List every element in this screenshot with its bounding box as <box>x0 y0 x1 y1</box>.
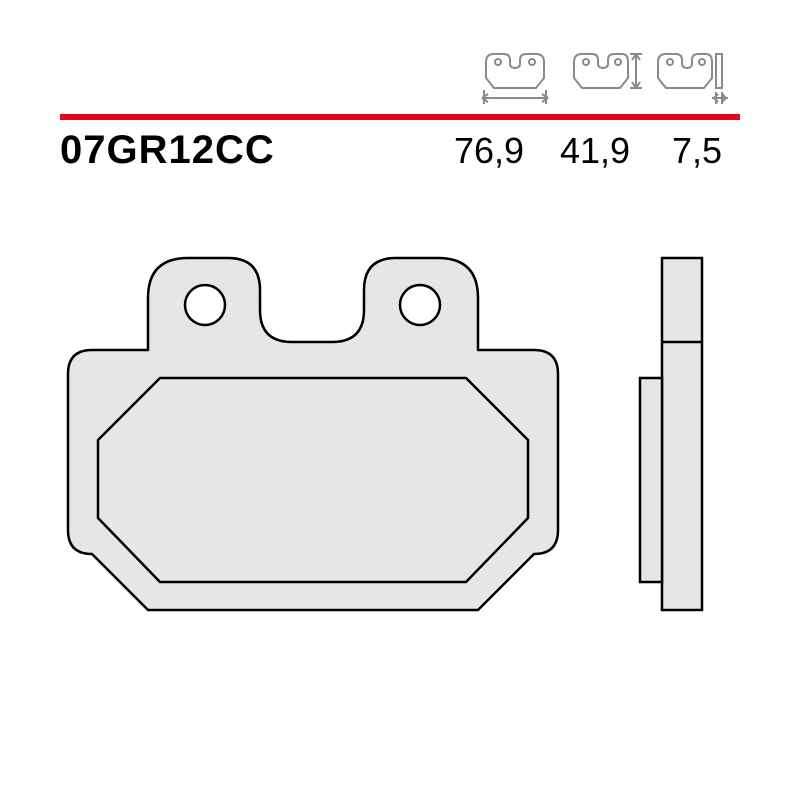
thickness-legend-icon <box>652 48 730 106</box>
page: 07GR12CC 76,9 41,9 7,5 <box>0 0 800 800</box>
dimension-thickness: 7,5 <box>662 130 732 172</box>
friction-pad <box>98 378 528 582</box>
side-view-pad <box>640 378 662 582</box>
width-legend-icon <box>476 48 554 106</box>
mounting-hole-right <box>400 285 440 325</box>
dimensions: 76,9 41,9 7,5 <box>450 130 732 172</box>
label-row: 07GR12CC 76,9 41,9 7,5 <box>60 128 740 173</box>
height-legend-icon <box>564 48 642 106</box>
side-view-backplate <box>662 258 702 610</box>
technical-drawing <box>60 250 740 680</box>
dimension-width: 76,9 <box>450 130 528 172</box>
divider-rule <box>60 114 740 120</box>
part-code: 07GR12CC <box>60 128 275 173</box>
dimension-height: 41,9 <box>556 130 634 172</box>
mounting-hole-left <box>185 285 225 325</box>
legend-icons <box>476 48 730 106</box>
